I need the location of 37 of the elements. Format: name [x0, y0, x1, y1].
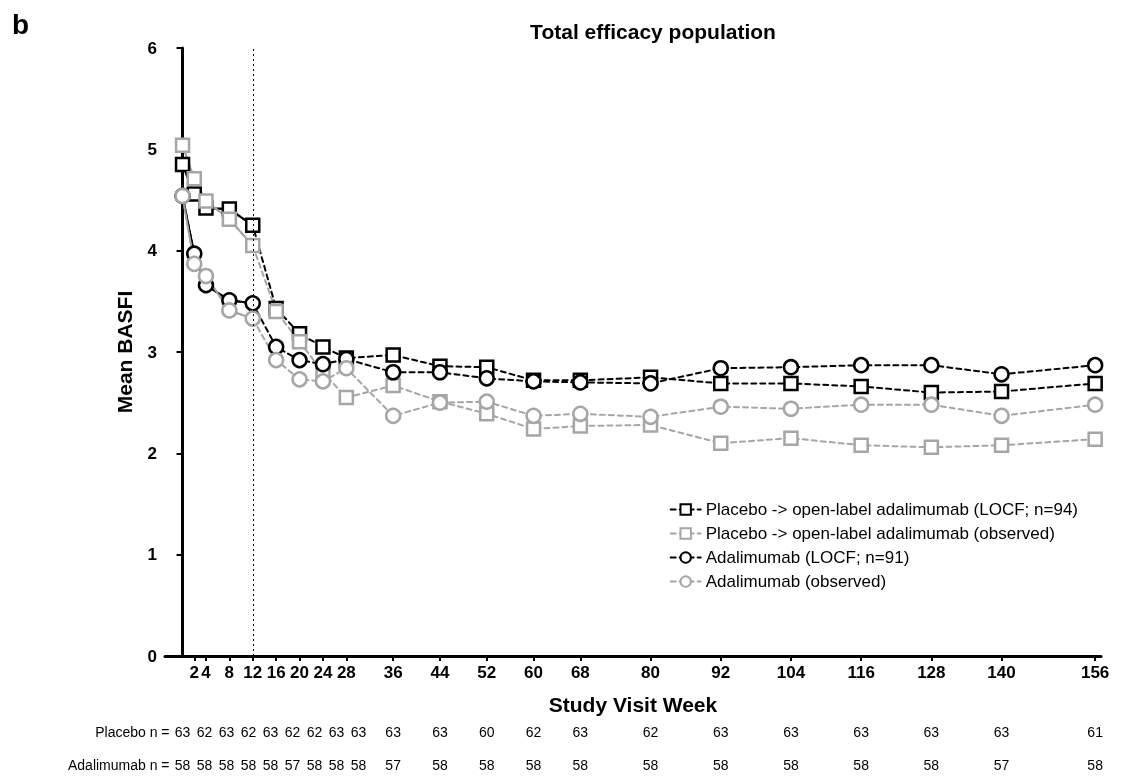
legend-label: Adalimumab (observed) [705, 572, 887, 591]
x-tick-label: 128 [917, 663, 946, 682]
x-tick-label: 2 [189, 663, 199, 682]
y-tick-label: 3 [147, 342, 157, 362]
x-tick-label: 92 [711, 663, 731, 682]
y-tick-label: 2 [147, 443, 157, 463]
y-tick-label: 6 [147, 38, 157, 58]
y-tick-label: 0 [147, 646, 157, 666]
x-tick-label: 104 [776, 663, 806, 682]
x-tick-label: 36 [383, 663, 403, 682]
y-tick-label: 1 [147, 545, 157, 565]
text: b [12, 8, 30, 40]
x-tick-label: 20 [290, 663, 310, 682]
y-tick-label: 4 [147, 241, 158, 261]
x-tick-label: 60 [524, 663, 544, 682]
x-tick-label: 4 [201, 663, 212, 682]
chart-title: Total efficacy population [530, 20, 776, 43]
y-axis-title: Mean BASFI [113, 290, 136, 414]
legend-label: Adalimumab (LOCF; n=91) [705, 548, 910, 567]
x-tick-label: 8 [224, 663, 235, 682]
x-axis-title: Study Visit Week [548, 693, 718, 716]
x-tick-label: 16 [266, 663, 286, 682]
text: Placebo n = 63 62 63 62 63 62 62 63 63 63 63 60 62 63 62 63 63 63 63 63 61 [95, 724, 1103, 740]
x-tick-label: 68 [570, 663, 590, 682]
x-tick-label: 12 [243, 663, 263, 682]
legend-label: Placebo -> open-label adalimumab (LOCF; n=94) [705, 500, 1079, 519]
x-tick-label: 156 [1080, 663, 1110, 682]
x-tick-label: 44 [430, 663, 450, 682]
x-tick-label: 24 [313, 663, 333, 682]
text: Adalimumab n = 58 58 58 58 58 57 58 58 58 57 58 58 58 58 58 58 58 58 58 57 58 [67, 757, 1103, 773]
x-tick-label: 80 [641, 663, 661, 682]
x-tick-label: 52 [477, 663, 497, 682]
legend-label: Placebo -> open-label adalimumab (observed) [705, 524, 1055, 543]
y-tick-label: 5 [147, 139, 157, 159]
x-tick-label: 140 [987, 663, 1016, 682]
x-tick-label: 28 [336, 663, 356, 682]
x-tick-label: 116 [847, 663, 875, 682]
